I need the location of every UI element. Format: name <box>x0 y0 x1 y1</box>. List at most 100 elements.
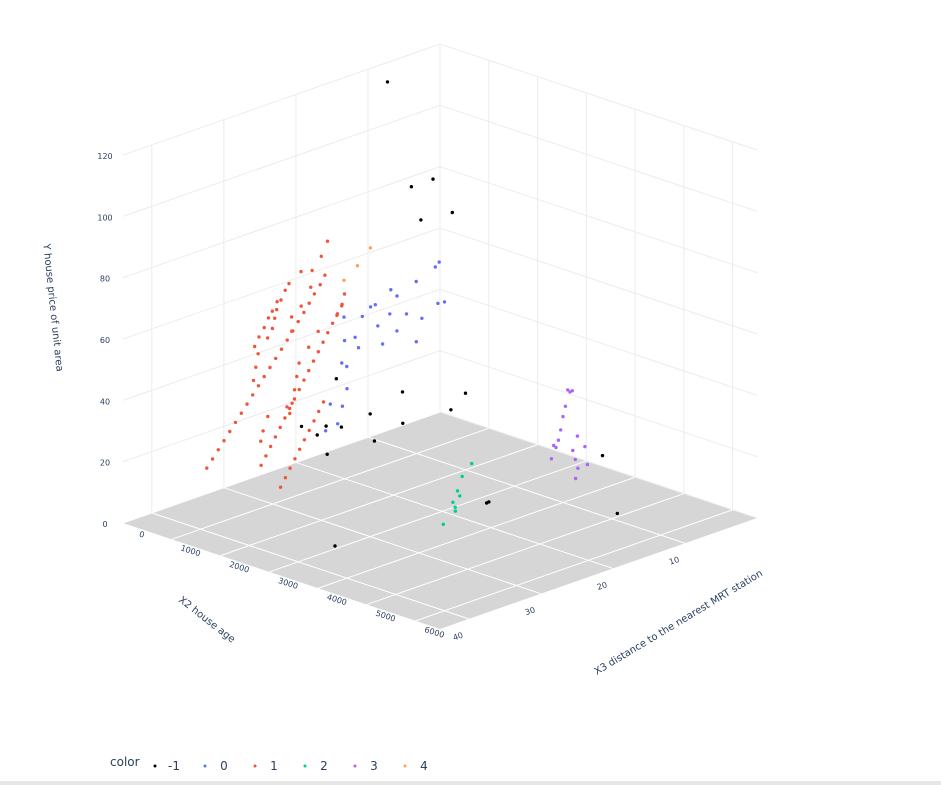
y-tick-label: 10 <box>668 555 680 567</box>
legend-marker <box>303 764 307 768</box>
data-point-series-1 <box>325 239 330 243</box>
data-point-series-1 <box>307 345 311 349</box>
data-point-series-0 <box>395 294 399 298</box>
data-point-series-0 <box>356 346 361 350</box>
y-tick-label: 30 <box>524 605 536 617</box>
z-tick-label: 100 <box>97 213 112 222</box>
data-point-series-1 <box>297 387 301 392</box>
floor-gridline-x <box>122 411 441 524</box>
data-point-series-1 <box>302 378 306 382</box>
legend-item-label: 4 <box>420 759 428 773</box>
data-point-series-1 <box>295 374 299 379</box>
data-point-series-3 <box>561 414 565 419</box>
data-point-series-3 <box>559 428 563 432</box>
data-point-series-1 <box>239 411 243 415</box>
data-point-series-0 <box>376 324 380 328</box>
data-point-series-1 <box>251 378 256 383</box>
data-point-series-1 <box>335 313 339 318</box>
data-point-series-3 <box>549 457 554 461</box>
data-point-series-1 <box>262 374 266 379</box>
data-point-series-1 <box>273 316 277 320</box>
data-point-series--1 <box>419 218 423 222</box>
data-point-series-1 <box>302 438 307 442</box>
data-point-series-0 <box>414 279 418 284</box>
data-point-series-1 <box>210 457 215 461</box>
data-point-series-1 <box>253 344 257 349</box>
data-point-series--1 <box>315 433 319 437</box>
data-point-series-0 <box>342 338 347 343</box>
data-point-series-2 <box>458 494 462 498</box>
data-point-series-1 <box>268 444 273 449</box>
legend-item-label: 2 <box>320 759 328 773</box>
x-tick-label: 0 <box>138 530 146 540</box>
data-point-series--1 <box>449 408 453 412</box>
data-point-series-3 <box>556 438 561 442</box>
data-point-series-3 <box>552 443 556 448</box>
data-point-series-1 <box>309 285 313 289</box>
data-point-series-1 <box>275 307 279 312</box>
data-point-series-1 <box>205 466 209 470</box>
data-point-series-3 <box>563 404 568 408</box>
legend-marker <box>253 764 257 768</box>
data-point-series--1 <box>600 453 605 458</box>
floor-gridline-x <box>220 444 538 557</box>
data-point-series-1 <box>307 368 311 373</box>
legend-item-label: 0 <box>220 759 228 773</box>
data-point-series--1 <box>324 424 328 428</box>
floor-gridline-x <box>269 460 587 573</box>
data-point-series-4 <box>355 264 360 268</box>
floor-polygon <box>123 412 757 629</box>
data-point-series-0 <box>395 329 399 333</box>
data-point-series-1 <box>278 425 282 430</box>
legend-item-label: 1 <box>270 759 278 773</box>
data-point-series-1 <box>288 411 292 416</box>
data-point-series-1 <box>293 457 297 461</box>
data-point-series-0 <box>436 301 440 306</box>
legend-marker <box>153 764 157 768</box>
data-point-series-2 <box>460 474 464 479</box>
data-point-series-3 <box>573 476 578 481</box>
data-point-series-1 <box>278 485 283 489</box>
data-point-series-3 <box>554 445 558 450</box>
data-point-series-3 <box>573 457 577 462</box>
data-point-series-1 <box>321 340 325 344</box>
data-point-series-0 <box>404 312 409 316</box>
data-point-series-3 <box>575 434 580 438</box>
data-point-series-1 <box>316 350 320 354</box>
data-point-series--1 <box>385 80 390 84</box>
data-point-series-0 <box>389 288 393 292</box>
data-point-series-2 <box>470 461 474 466</box>
data-point-series--1 <box>339 425 344 429</box>
y-tick-label: 40 <box>452 631 464 643</box>
data-point-series-0 <box>340 404 345 408</box>
data-point-series-1 <box>270 326 275 331</box>
z-tick-label: 60 <box>100 336 110 345</box>
data-point-series-1 <box>298 447 302 451</box>
data-point-series--1 <box>431 177 435 181</box>
data-points <box>205 80 619 548</box>
data-point-series-0 <box>353 335 357 339</box>
z-tick-label: 40 <box>100 397 110 406</box>
floor-gridline-x <box>415 509 733 622</box>
data-point-series-1 <box>290 401 294 405</box>
data-point-series-1 <box>340 304 344 308</box>
legend-item-label: 3 <box>370 759 378 773</box>
data-point-series-1 <box>265 336 270 340</box>
data-point-series-1 <box>326 331 330 335</box>
data-point-series--1 <box>463 391 468 395</box>
data-point-series-1 <box>264 454 268 458</box>
data-point-series-1 <box>299 269 303 274</box>
data-point-series-1 <box>318 283 322 287</box>
z-axis-title: Y house price of unit area <box>40 242 64 372</box>
legend-marker <box>403 764 407 768</box>
data-point-series-0 <box>345 364 349 369</box>
floor-gridline-x <box>171 427 489 540</box>
grid-walls <box>122 43 758 524</box>
data-point-series-1 <box>270 309 274 313</box>
y-axis-title: X2 house age <box>176 595 237 646</box>
z-tick-label: 0 <box>102 520 107 529</box>
data-point-series-1 <box>319 254 323 258</box>
floor-gridline-y <box>151 512 469 620</box>
data-point-series-1 <box>288 406 292 411</box>
